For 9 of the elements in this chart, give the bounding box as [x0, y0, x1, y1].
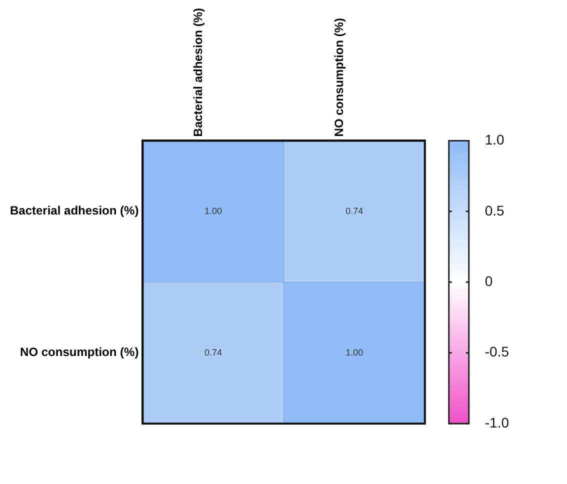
color-bar-label: 0.5: [484, 202, 505, 218]
data-label: 0.74: [346, 206, 364, 216]
color-bar-label: -0.5: [484, 344, 510, 360]
data-label: 1.00: [346, 347, 364, 358]
color-bar-label: 1.0: [484, 132, 505, 148]
data-label: 1.00: [204, 206, 222, 216]
data-label: 0.74: [204, 347, 222, 358]
color-bar-label: -1.0: [484, 414, 510, 430]
color-bar-label: 0: [484, 273, 493, 290]
